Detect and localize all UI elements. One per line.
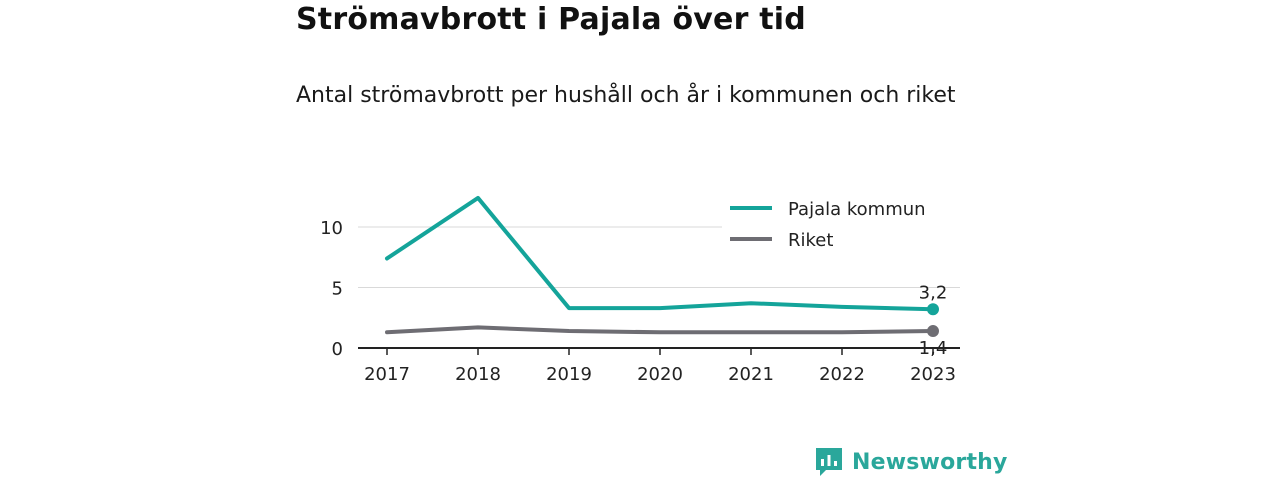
- series-lines: 3,2 1,4: [385, 195, 948, 359]
- brand-name: Newsworthy: [852, 449, 1008, 475]
- x-tick-label: 2019: [546, 364, 592, 385]
- y-tick-label: 0: [332, 339, 343, 360]
- series-end-marker: [927, 303, 939, 316]
- series-line: [385, 195, 935, 312]
- series-end-marker: [927, 325, 939, 338]
- x-tick-label: 2018: [455, 364, 501, 385]
- chart-title: Strömavbrott i Pajala över tid: [296, 2, 806, 37]
- brand-logo: Newsworthy: [814, 446, 1008, 478]
- end-value-label: 3,2: [919, 282, 948, 303]
- y-tick-label: 5: [332, 279, 343, 300]
- x-tick-label: 2020: [637, 364, 683, 385]
- legend-background: [722, 192, 960, 256]
- legend: Pajala kommun Riket: [722, 192, 960, 256]
- y-axis-ticks: 0 5 10: [320, 218, 343, 360]
- x-axis-ticks: 2017 2018 2019 2020 2021 2022 2023: [364, 348, 956, 385]
- x-tick-label: 2017: [364, 364, 410, 385]
- end-value-label: 1,4: [919, 338, 948, 359]
- legend-label: Pajala kommun: [788, 199, 926, 220]
- x-tick-label: 2022: [819, 364, 865, 385]
- newsworthy-logo-icon: [816, 448, 842, 476]
- x-tick-label: 2021: [728, 364, 774, 385]
- chart-subtitle: Antal strömavbrott per hushåll och år i …: [296, 83, 956, 108]
- series-line: [385, 325, 935, 335]
- legend-label: Riket: [788, 230, 833, 251]
- y-tick-label: 10: [320, 218, 343, 239]
- x-tick-label: 2023: [910, 364, 956, 385]
